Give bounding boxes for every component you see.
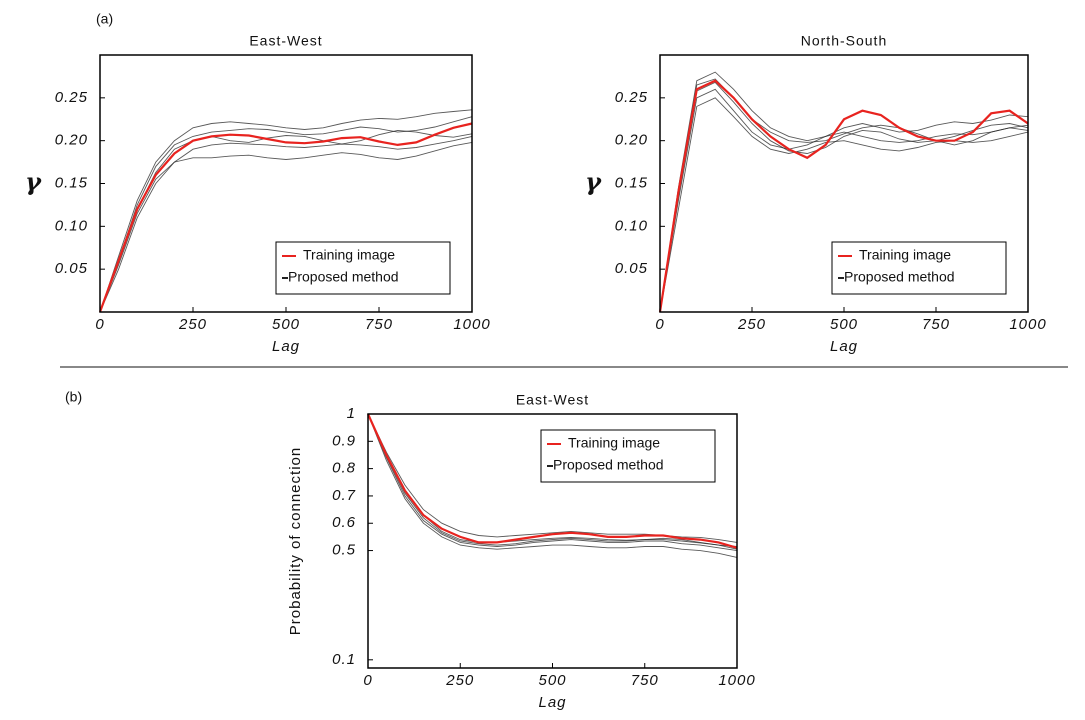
y-tick-label: 0.7 [332, 487, 356, 504]
x-tick-label: 1000 [718, 672, 755, 689]
legend-box [831, 241, 1007, 295]
panel-label: (b) [65, 389, 82, 405]
legend-label: Proposed method [553, 457, 664, 473]
series-line [658, 79, 1029, 313]
series-line [659, 81, 1029, 313]
x-tick-label: 250 [178, 316, 207, 333]
x-axis-label: Lag [538, 694, 566, 711]
legend-label: Proposed method [288, 269, 399, 285]
legend-label: Proposed method [844, 269, 955, 285]
y-axis-label: γ [25, 167, 42, 196]
series-line [367, 413, 738, 552]
legend: Training image Proposed method [275, 241, 451, 295]
y-tick-label: 0.25 [615, 89, 648, 106]
legend-box [275, 241, 451, 295]
y-tick-label: 0.05 [615, 260, 648, 277]
y-tick-label: 0.8 [332, 460, 356, 477]
y-axis-label: γ [585, 167, 602, 196]
legend: Training image Proposed method [540, 429, 716, 483]
plot-frame [99, 54, 473, 313]
y-tick-label: 1 [347, 405, 356, 422]
legend-label: Training image [303, 247, 395, 263]
chart-title: East-West [249, 33, 322, 49]
x-tick-label: 250 [737, 316, 766, 333]
x-tick-label: 0 [655, 316, 664, 333]
x-tick-label: 750 [922, 316, 950, 333]
x-tick-label: 500 [538, 672, 566, 689]
y-tick-label: 0.20 [615, 132, 648, 149]
y-axis-label: Probability of connection [287, 447, 304, 635]
y-tick-label: 0.5 [332, 542, 356, 559]
y-tick-label: 0.15 [615, 174, 648, 191]
series-line [99, 129, 473, 313]
x-tick-label: 750 [365, 316, 393, 333]
plot-frame [367, 413, 738, 669]
y-tick-label: 0.10 [55, 217, 88, 234]
y-tick-label: 0.9 [332, 432, 356, 449]
y-tick-label: 0.20 [55, 132, 88, 149]
y-tick-label: 0.6 [332, 514, 356, 531]
x-tick-label: 1000 [1009, 316, 1046, 333]
x-tick-label: 0 [95, 316, 104, 333]
legend: Training image Proposed method [831, 241, 1007, 295]
x-tick-label: 750 [631, 672, 659, 689]
x-axis-label: Lag [830, 338, 858, 355]
x-tick-label: 250 [445, 672, 474, 689]
series-line [367, 413, 738, 558]
series-line [99, 109, 473, 313]
series-line [659, 71, 1029, 313]
series-line [99, 141, 473, 313]
series-line [367, 413, 738, 550]
legend-label: Training image [859, 247, 951, 263]
plot-frame [659, 54, 1029, 313]
series-line [659, 97, 1029, 313]
series-line [99, 135, 473, 313]
legend-label: Training image [568, 435, 660, 451]
x-axis-label: Lag [272, 338, 300, 355]
series-line [99, 116, 473, 313]
y-tick-label: 0.1 [332, 651, 356, 668]
chart-title: East-West [516, 392, 589, 408]
x-tick-label: 500 [272, 316, 300, 333]
series-line [98, 122, 473, 313]
y-tick-label: 0.15 [55, 174, 88, 191]
chart-title: North-South [801, 33, 887, 49]
x-tick-label: 0 [363, 672, 372, 689]
panel-label: (a) [96, 11, 113, 27]
y-tick-label: 0.10 [615, 217, 648, 234]
x-tick-label: 500 [830, 316, 858, 333]
y-tick-label: 0.05 [55, 260, 88, 277]
legend-box [540, 429, 716, 483]
x-tick-label: 1000 [453, 316, 490, 333]
y-tick-label: 0.25 [55, 89, 88, 106]
series-line [366, 413, 738, 549]
